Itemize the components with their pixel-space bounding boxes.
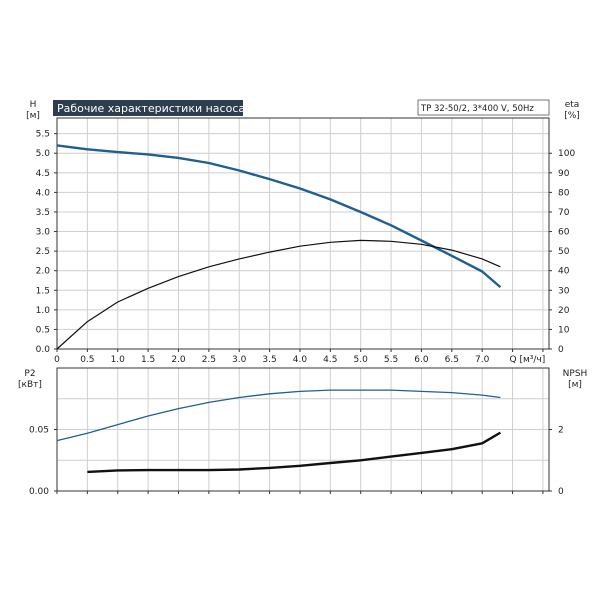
- h-tick-label: 1.0: [36, 306, 51, 316]
- h-tick-label: 0.5: [36, 325, 50, 335]
- q-tick-label: 4.5: [323, 355, 337, 365]
- data-series: [56, 144, 502, 474]
- h-tick-label: 2.0: [36, 267, 51, 277]
- eta-axis-unit: [%]: [564, 111, 580, 121]
- p2-axis-unit: [кВт]: [18, 380, 42, 390]
- eta-tick-label: 50: [558, 247, 570, 257]
- h-tick-label: 2.5: [36, 247, 50, 257]
- eta-tick-label: 60: [558, 228, 570, 238]
- q-tick-label: 6.5: [445, 355, 459, 365]
- q-tick-label: 5.5: [384, 355, 398, 365]
- p2-tick-label: 0.00: [29, 487, 49, 497]
- q-tick-label: 0.5: [80, 355, 94, 365]
- top-plot-frame: [56, 117, 550, 350]
- eta-tick-label: 10: [558, 325, 570, 335]
- q-tick-label: 6.0: [414, 355, 429, 365]
- q-tick-label: 4.0: [293, 355, 308, 365]
- h-tick-label: 5.0: [36, 149, 51, 159]
- eta-tick-label: 20: [558, 306, 570, 316]
- q-tick-label: 7.0: [475, 355, 490, 365]
- plot-frames: [56, 117, 550, 492]
- npsh-axis-unit: [м]: [568, 380, 582, 390]
- eta-tick-label: 100: [558, 149, 575, 159]
- q-tick-label: 3.0: [232, 355, 247, 365]
- power-curve: [56, 389, 501, 442]
- pump-model-label: TP 32-50/2, 3*400 V, 50Hz: [420, 104, 534, 114]
- npsh-tick-label: 0: [558, 487, 564, 497]
- efficiency-curve: [56, 239, 501, 350]
- h-tick-label: 3.5: [36, 208, 50, 218]
- h-tick-label: 4.0: [36, 188, 51, 198]
- q-tick-label: 1.5: [141, 355, 155, 365]
- eta-tick-label: 0: [558, 345, 564, 355]
- eta-tick-label: 70: [558, 208, 570, 218]
- npsh-curve: [87, 431, 502, 474]
- chart-title: Рабочие характеристики насоса: [57, 102, 245, 115]
- h-tick-label: 1.5: [36, 286, 50, 296]
- eta-tick-label: 40: [558, 267, 570, 277]
- eta-tick-label: 80: [558, 188, 570, 198]
- q-tick-label: 5.0: [354, 355, 369, 365]
- h-tick-label: 0.0: [36, 345, 51, 355]
- info-box: [417, 99, 550, 116]
- q-tick-label: 2.0: [171, 355, 186, 365]
- title-box: [53, 100, 243, 116]
- axis-ticks: 0.0 0.5 1.0 1.5 2.0 2.5 3.0 3.5 4.0 4.5 5.0 5.5 0 10 2…: [29, 130, 575, 497]
- h-axis-unit: [м]: [26, 111, 40, 121]
- eta-axis-name: eta: [565, 100, 580, 110]
- q-tick-label: 0: [54, 355, 60, 365]
- axis-labels: H[м]eta[%]P2[кВт]NPSH[м]Рабочие характер…: [18, 99, 588, 390]
- q-axis-label: Q [м³/ч]: [510, 355, 546, 365]
- eta-tick-label: 90: [558, 169, 570, 179]
- npsh-axis-name: NPSH: [563, 369, 588, 379]
- q-tick-label: 1.0: [111, 355, 126, 365]
- p2-tick-label: 0.05: [29, 426, 49, 436]
- q-tick-label: 2.5: [202, 355, 216, 365]
- eta-tick-label: 30: [558, 286, 570, 296]
- grid-lines: [57, 118, 549, 491]
- npsh-tick-label: 2: [558, 426, 564, 436]
- h-tick-label: 4.5: [36, 169, 50, 179]
- q-tick-label: 3.5: [262, 355, 276, 365]
- head-curve: [56, 144, 502, 289]
- h-axis-name: H: [30, 100, 37, 110]
- p2-axis-name: P2: [24, 369, 35, 379]
- h-tick-label: 5.5: [36, 130, 50, 140]
- h-tick-label: 3.0: [36, 228, 51, 238]
